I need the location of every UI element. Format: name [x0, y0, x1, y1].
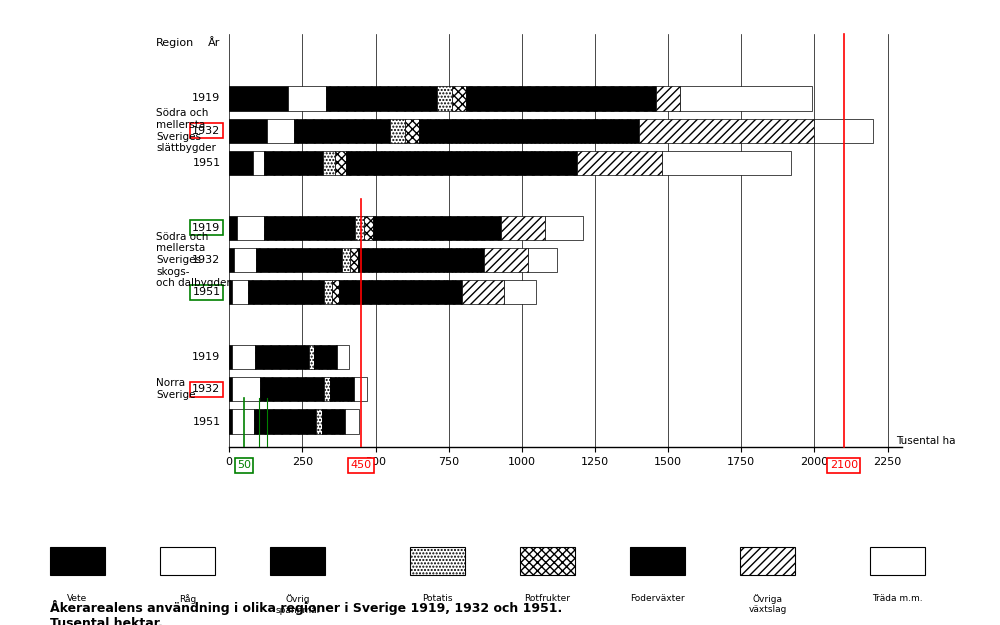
- Text: 1919: 1919: [192, 352, 220, 362]
- Text: 2100: 2100: [830, 461, 858, 471]
- Text: Övrig
spannmål: Övrig spannmål: [275, 594, 320, 615]
- Bar: [323, 151, 335, 175]
- Bar: [260, 377, 324, 401]
- Text: Träda m.m.: Träda m.m.: [872, 594, 923, 602]
- Bar: [229, 86, 288, 111]
- Bar: [577, 151, 662, 175]
- Bar: [639, 119, 814, 143]
- Text: Vete: Vete: [67, 594, 88, 602]
- Bar: [484, 248, 528, 272]
- Bar: [364, 216, 373, 240]
- Text: 1919: 1919: [192, 222, 220, 232]
- Bar: [267, 119, 294, 143]
- Bar: [232, 377, 260, 401]
- Bar: [680, 86, 812, 111]
- Bar: [342, 248, 350, 272]
- Text: Övriga
växtslag: Övriga växtslag: [748, 594, 787, 614]
- Bar: [528, 248, 557, 272]
- Bar: [390, 119, 405, 143]
- Bar: [232, 280, 248, 304]
- Bar: [545, 216, 583, 240]
- Bar: [255, 345, 309, 369]
- Bar: [326, 86, 437, 111]
- Bar: [324, 280, 332, 304]
- Bar: [332, 280, 339, 304]
- Text: Tusental ha: Tusental ha: [896, 436, 956, 446]
- Bar: [229, 409, 232, 434]
- Text: Foderväxter: Foderväxter: [630, 594, 685, 602]
- Text: Södra och
mellersta
Sveriges
slättbygder: Södra och mellersta Sveriges slättbygder: [156, 108, 216, 153]
- Bar: [256, 248, 342, 272]
- Text: Råg: Råg: [179, 594, 196, 604]
- Bar: [335, 151, 346, 175]
- Bar: [346, 151, 577, 175]
- Text: 1951: 1951: [192, 288, 220, 298]
- Bar: [309, 345, 314, 369]
- Text: Södra och
mellersta
Sveriges
skogs-
och dalbygder: Södra och mellersta Sveriges skogs- och …: [156, 232, 231, 288]
- Bar: [314, 345, 337, 369]
- Bar: [248, 280, 324, 304]
- Bar: [237, 216, 264, 240]
- Text: 1932: 1932: [192, 384, 220, 394]
- Bar: [316, 409, 322, 434]
- Bar: [229, 280, 232, 304]
- Bar: [437, 86, 452, 111]
- Bar: [405, 119, 419, 143]
- Bar: [229, 216, 237, 240]
- Bar: [234, 248, 256, 272]
- Bar: [324, 377, 330, 401]
- Bar: [358, 248, 484, 272]
- Text: Norra
Sverige: Norra Sverige: [156, 379, 196, 400]
- Bar: [229, 345, 232, 369]
- Text: Rotfrukter: Rotfrukter: [524, 594, 570, 602]
- Bar: [462, 280, 504, 304]
- Bar: [373, 216, 501, 240]
- Bar: [355, 216, 364, 240]
- Bar: [350, 248, 358, 272]
- Bar: [354, 377, 367, 401]
- Bar: [253, 151, 264, 175]
- Bar: [330, 377, 354, 401]
- Bar: [264, 216, 355, 240]
- Text: 50: 50: [237, 461, 251, 471]
- Bar: [339, 280, 462, 304]
- Bar: [232, 345, 255, 369]
- Text: 1919: 1919: [192, 93, 220, 103]
- Bar: [264, 151, 323, 175]
- Bar: [229, 119, 267, 143]
- Text: Åkerarealens användning i olika regioner i Sverige 1919, 1932 och 1951.
Tusental: Åkerarealens användning i olika regioner…: [50, 600, 562, 625]
- Bar: [419, 119, 639, 143]
- Bar: [294, 119, 390, 143]
- Text: 1951: 1951: [192, 158, 220, 168]
- Text: Potatis: Potatis: [422, 594, 453, 602]
- Bar: [229, 151, 253, 175]
- Bar: [322, 409, 345, 434]
- Bar: [501, 216, 545, 240]
- Bar: [504, 280, 536, 304]
- Bar: [232, 409, 254, 434]
- Bar: [254, 409, 316, 434]
- Text: År: År: [208, 39, 220, 49]
- Bar: [452, 86, 466, 111]
- Bar: [656, 86, 680, 111]
- Text: 450: 450: [350, 461, 371, 471]
- Bar: [229, 377, 232, 401]
- Bar: [337, 345, 349, 369]
- Text: 1932: 1932: [192, 255, 220, 265]
- Bar: [814, 119, 873, 143]
- Text: Region: Region: [156, 39, 194, 49]
- Bar: [229, 248, 234, 272]
- Bar: [345, 409, 359, 434]
- Text: 1951: 1951: [192, 417, 220, 427]
- Bar: [662, 151, 791, 175]
- Bar: [466, 86, 656, 111]
- Bar: [288, 86, 326, 111]
- Text: 1932: 1932: [192, 126, 220, 136]
